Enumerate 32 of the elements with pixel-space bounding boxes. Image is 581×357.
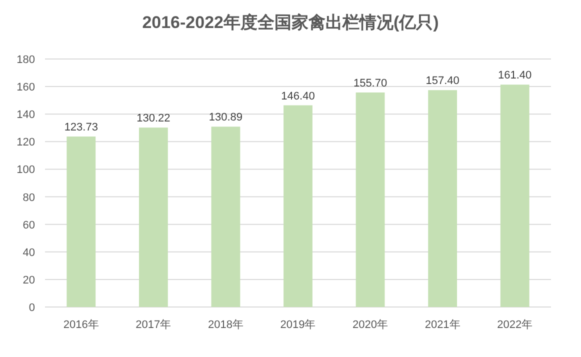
- x-tick-label: 2021年: [424, 319, 460, 331]
- y-tick-label: 140: [16, 109, 35, 122]
- y-tick-label: 60: [22, 219, 35, 232]
- bar: [211, 126, 240, 307]
- y-tick-label: 80: [22, 192, 35, 204]
- x-tick-label: 2017年: [136, 319, 172, 331]
- y-tick-label: 0: [28, 302, 35, 314]
- y-tick-label: 100: [16, 164, 35, 176]
- bar: [500, 84, 530, 307]
- bar: [356, 92, 385, 307]
- data-label: 161.40: [498, 70, 532, 82]
- data-label: 130.22: [136, 112, 170, 125]
- bar: [138, 128, 168, 307]
- y-tick-label: 160: [16, 82, 35, 94]
- bar: [428, 90, 458, 307]
- x-tick-label: 2022年: [497, 319, 533, 331]
- data-label: 123.73: [64, 122, 98, 134]
- data-label: 157.40: [426, 75, 460, 88]
- data-label: 146.40: [281, 90, 315, 102]
- x-tick-label: 2016年: [63, 319, 99, 331]
- data-label: 130.89: [208, 112, 243, 124]
- y-tick-label: 40: [22, 246, 35, 259]
- x-tick-label: 2020年: [352, 319, 388, 331]
- chart-title: 2016-2022年度全国家禽出栏情况(亿只): [142, 13, 439, 32]
- bar: [66, 136, 96, 307]
- y-tick-label: 20: [22, 274, 35, 286]
- data-label: 155.70: [353, 77, 388, 90]
- y-tick-label: 120: [16, 136, 35, 149]
- x-tick-label: 2018年: [208, 319, 244, 331]
- y-tick-label: 180: [16, 54, 35, 66]
- bar: [284, 105, 312, 307]
- x-tick-label: 2019年: [280, 319, 316, 331]
